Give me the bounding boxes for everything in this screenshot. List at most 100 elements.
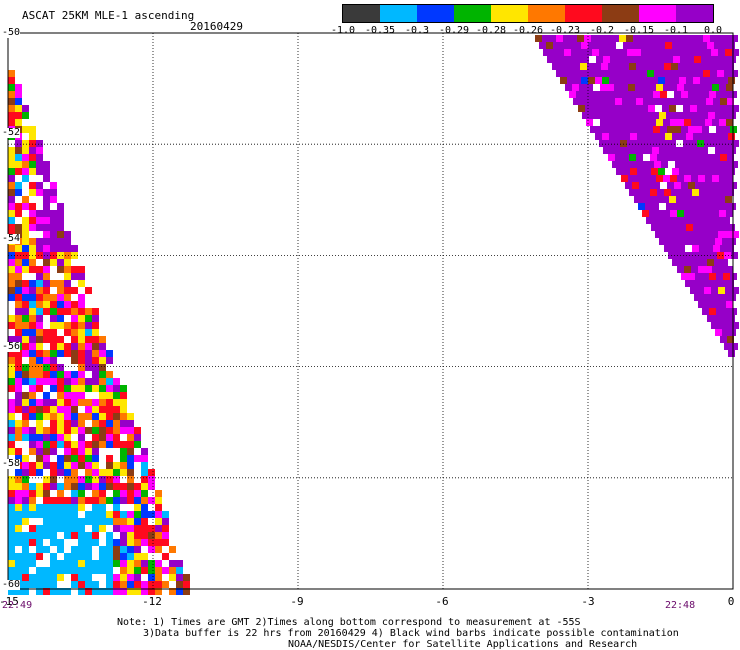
data-cell bbox=[29, 217, 36, 224]
data-cell bbox=[50, 231, 57, 238]
data-cell bbox=[22, 567, 29, 574]
data-cell bbox=[699, 245, 706, 252]
data-cell bbox=[36, 189, 43, 196]
data-cell bbox=[669, 140, 676, 147]
data-cell bbox=[8, 112, 15, 119]
data-cell bbox=[645, 147, 652, 154]
data-cell bbox=[8, 574, 15, 581]
colorbar-swatch bbox=[602, 5, 639, 22]
data-cell bbox=[650, 154, 657, 161]
data-cell bbox=[649, 119, 656, 126]
data-cell bbox=[679, 224, 686, 231]
data-cell bbox=[22, 399, 29, 406]
data-cell bbox=[22, 252, 29, 259]
data-cell bbox=[176, 567, 183, 574]
data-cell bbox=[113, 490, 120, 497]
data-cell bbox=[36, 161, 43, 168]
data-cell bbox=[687, 203, 694, 210]
data-cell bbox=[78, 504, 85, 511]
data-cell bbox=[726, 119, 733, 126]
data-cell bbox=[620, 49, 627, 56]
data-cell bbox=[620, 140, 627, 147]
data-cell bbox=[669, 231, 676, 238]
data-cell bbox=[595, 42, 602, 49]
data-cell bbox=[78, 581, 85, 588]
data-cell bbox=[642, 119, 649, 126]
data-cell bbox=[99, 518, 106, 525]
data-cell bbox=[57, 371, 64, 378]
data-cell bbox=[148, 483, 155, 490]
data-cell bbox=[36, 511, 43, 518]
data-cell bbox=[57, 343, 64, 350]
data-cell bbox=[36, 224, 43, 231]
data-cell bbox=[8, 84, 15, 91]
data-cell bbox=[666, 56, 673, 63]
data-cell bbox=[637, 168, 644, 175]
data-cell bbox=[71, 518, 78, 525]
data-cell bbox=[43, 210, 50, 217]
data-cell bbox=[15, 399, 22, 406]
data-cell bbox=[681, 182, 688, 189]
data-cell bbox=[665, 133, 672, 140]
data-cell bbox=[113, 427, 120, 434]
data-cell bbox=[22, 539, 29, 546]
data-cell bbox=[22, 140, 29, 147]
data-cell bbox=[663, 175, 670, 182]
data-cell bbox=[106, 546, 113, 553]
data-cell bbox=[731, 343, 738, 350]
data-cell bbox=[661, 70, 668, 77]
data-cell bbox=[580, 98, 587, 105]
data-cell bbox=[29, 315, 36, 322]
data-cell bbox=[673, 56, 680, 63]
data-cell bbox=[714, 133, 721, 140]
data-cell bbox=[704, 140, 711, 147]
data-cell bbox=[29, 140, 36, 147]
data-cell bbox=[22, 469, 29, 476]
data-cell bbox=[50, 588, 57, 595]
data-cell bbox=[71, 497, 78, 504]
data-cell bbox=[15, 392, 22, 399]
data-cell bbox=[78, 448, 85, 455]
data-cell bbox=[57, 385, 64, 392]
colorbar-label: -1.0 bbox=[330, 25, 356, 36]
data-cell bbox=[43, 245, 50, 252]
data-cell bbox=[712, 84, 719, 91]
data-cell bbox=[629, 63, 636, 70]
data-cell bbox=[638, 112, 645, 119]
data-cell bbox=[631, 112, 638, 119]
data-cell bbox=[663, 119, 670, 126]
data-cell bbox=[50, 518, 57, 525]
data-cell bbox=[649, 84, 656, 91]
data-cell bbox=[631, 147, 638, 154]
data-cell bbox=[50, 357, 57, 364]
data-cell bbox=[608, 98, 615, 105]
data-cell bbox=[127, 581, 134, 588]
data-cell bbox=[22, 336, 29, 343]
data-cell bbox=[43, 161, 50, 168]
time-right: 22:48 bbox=[665, 600, 696, 611]
data-cell bbox=[176, 588, 183, 595]
data-cell bbox=[583, 91, 590, 98]
data-cell bbox=[148, 476, 155, 483]
data-cell bbox=[624, 56, 631, 63]
data-cell bbox=[685, 280, 692, 287]
data-cell bbox=[99, 546, 106, 553]
data-cell bbox=[50, 567, 57, 574]
data-cell bbox=[8, 287, 15, 294]
data-cell bbox=[134, 553, 141, 560]
data-cell bbox=[690, 196, 697, 203]
data-cell bbox=[634, 105, 641, 112]
data-cell bbox=[36, 525, 43, 532]
data-cell bbox=[696, 161, 703, 168]
data-cell bbox=[29, 147, 36, 154]
data-cell bbox=[707, 42, 714, 49]
data-cell bbox=[658, 133, 665, 140]
data-cell bbox=[64, 406, 71, 413]
data-cell bbox=[567, 42, 574, 49]
data-cell bbox=[36, 455, 43, 462]
data-cell bbox=[599, 105, 606, 112]
data-cell bbox=[633, 161, 640, 168]
data-cell bbox=[666, 147, 673, 154]
data-cell bbox=[22, 553, 29, 560]
data-cell bbox=[92, 581, 99, 588]
